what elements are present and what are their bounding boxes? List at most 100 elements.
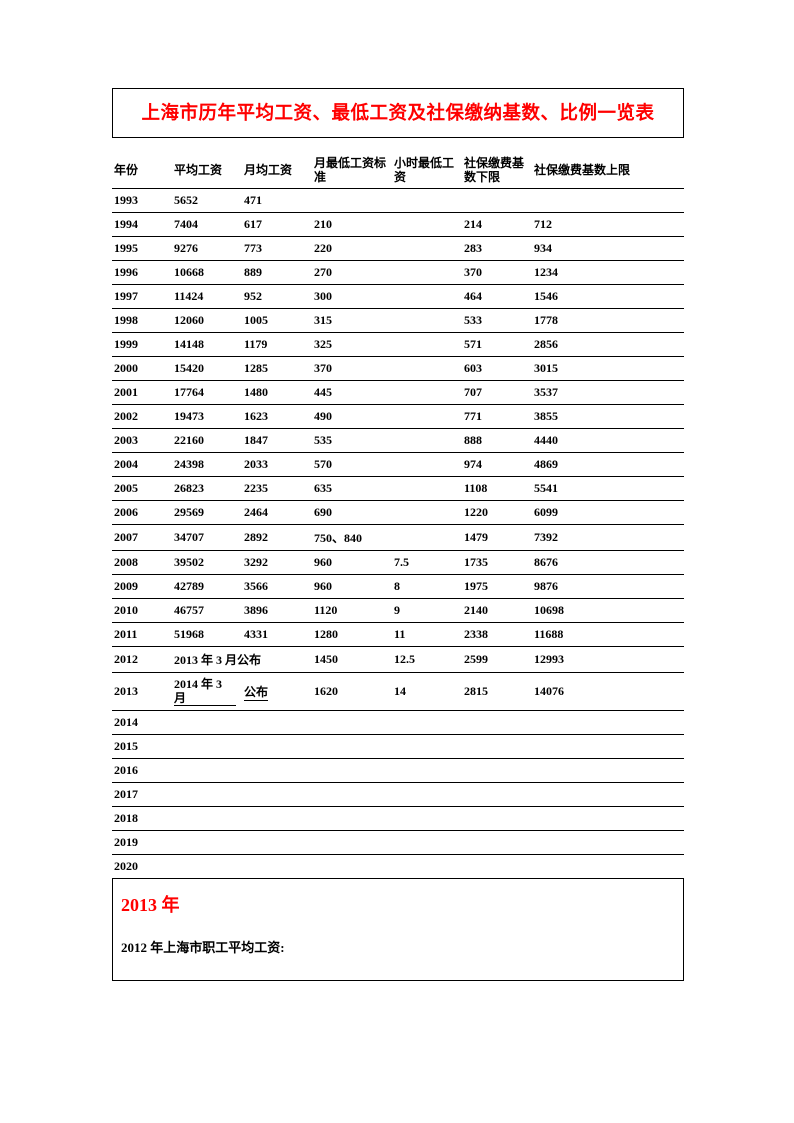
- table-cell: 889: [242, 261, 312, 285]
- table-row: 201046757389611209214010698: [112, 599, 684, 623]
- table-cell: 4331: [242, 623, 312, 647]
- table-cell: [312, 759, 392, 783]
- table-cell: 7392: [532, 525, 684, 551]
- table-cell: 2014: [112, 711, 172, 735]
- table-cell: [312, 735, 392, 759]
- table-cell: 10698: [532, 599, 684, 623]
- table-cell: [242, 855, 312, 879]
- table-cell: 370: [462, 261, 532, 285]
- table-cell: 2013 年 3 月公布: [172, 647, 312, 673]
- table-row: 19991414811793255712856: [112, 333, 684, 357]
- table-cell: 11424: [172, 285, 242, 309]
- table-cell: 2018: [112, 807, 172, 831]
- table-cell: 771: [462, 405, 532, 429]
- table-cell: 1280: [312, 623, 392, 647]
- table-row: 20001542012853706033015: [112, 357, 684, 381]
- table-cell: [462, 807, 532, 831]
- table-cell: 3566: [242, 575, 312, 599]
- table-cell: 315: [312, 309, 392, 333]
- table-cell: 2464: [242, 501, 312, 525]
- table-cell: 1005: [242, 309, 312, 333]
- table-cell: 1179: [242, 333, 312, 357]
- table-cell: [462, 711, 532, 735]
- table-row: 19947404617210214712: [112, 213, 684, 237]
- table-cell: 7404: [172, 213, 242, 237]
- col-mon: 月均工资: [242, 152, 312, 189]
- table-cell: 3896: [242, 599, 312, 623]
- table-cell: 2004: [112, 453, 172, 477]
- year-2013-heading: 2013 年: [121, 891, 675, 917]
- table-cell: [242, 807, 312, 831]
- table-cell: [392, 429, 462, 453]
- table-cell: 773: [242, 237, 312, 261]
- table-cell: 1996: [112, 261, 172, 285]
- table-cell: [172, 783, 242, 807]
- table-cell: 1995: [112, 237, 172, 261]
- table-cell: 220: [312, 237, 392, 261]
- table-cell: 19473: [172, 405, 242, 429]
- table-cell: 8676: [532, 551, 684, 575]
- col-avg: 平均工资: [172, 152, 242, 189]
- table-row: 200629569246469012206099: [112, 501, 684, 525]
- table-cell: 1620: [312, 673, 392, 711]
- table-cell: [392, 525, 462, 551]
- table-cell: 270: [312, 261, 392, 285]
- table-cell: 490: [312, 405, 392, 429]
- table-row: 2007347072892750、84014797392: [112, 525, 684, 551]
- table-cell: [392, 807, 462, 831]
- table-cell: [392, 405, 462, 429]
- table-cell: 635: [312, 477, 392, 501]
- table-row: 19935652471: [112, 189, 684, 213]
- table-cell: 2856: [532, 333, 684, 357]
- table-cell: 2815: [462, 673, 532, 711]
- table-cell: 42789: [172, 575, 242, 599]
- table-cell: 1778: [532, 309, 684, 333]
- table-row: 2020: [112, 855, 684, 879]
- table-cell: 974: [462, 453, 532, 477]
- table-cell: [532, 711, 684, 735]
- table-cell: [392, 855, 462, 879]
- table-cell: 1108: [462, 477, 532, 501]
- table-row: 19981206010053155331778: [112, 309, 684, 333]
- table-cell: 210: [312, 213, 392, 237]
- table-cell: 2005: [112, 477, 172, 501]
- table-cell: 2000: [112, 357, 172, 381]
- table-cell: [532, 189, 684, 213]
- table-cell: 6099: [532, 501, 684, 525]
- table-cell: 51968: [172, 623, 242, 647]
- table-cell: 888: [462, 429, 532, 453]
- table-cell: 1999: [112, 333, 172, 357]
- table-cell: 1450: [312, 647, 392, 673]
- col-year: 年份: [112, 152, 172, 189]
- table-cell: 1994: [112, 213, 172, 237]
- table-cell: 2016: [112, 759, 172, 783]
- table-header-row: 年份 平均工资 月均工资 月最低工资标准 小时最低工资 社保缴费基数下限 社保缴…: [112, 152, 684, 189]
- table-cell: [532, 735, 684, 759]
- table-cell: 2020: [112, 855, 172, 879]
- table-cell: 471: [242, 189, 312, 213]
- title-box: 上海市历年平均工资、最低工资及社保缴纳基数、比例一览表: [112, 88, 684, 138]
- table-cell: 300: [312, 285, 392, 309]
- table-cell: 2012: [112, 647, 172, 673]
- table-cell: 2007: [112, 525, 172, 551]
- table-cell: [392, 477, 462, 501]
- table-cell: [172, 759, 242, 783]
- table-cell: 2235: [242, 477, 312, 501]
- col-high: 社保缴费基数上限: [532, 152, 684, 189]
- table-cell: 1480: [242, 381, 312, 405]
- table-cell: [312, 189, 392, 213]
- table-cell: [312, 711, 392, 735]
- table-cell: 1120: [312, 599, 392, 623]
- table-cell: 9276: [172, 237, 242, 261]
- table-cell: 14076: [532, 673, 684, 711]
- table-row: 1997114249523004641546: [112, 285, 684, 309]
- avg-wage-2012-line: 2012 年上海市职工平均工资:: [121, 937, 675, 956]
- table-cell: 29569: [172, 501, 242, 525]
- table-cell: 707: [462, 381, 532, 405]
- table-cell: 14148: [172, 333, 242, 357]
- table-cell: [462, 189, 532, 213]
- table-cell: [242, 783, 312, 807]
- table-row: 200526823223563511085541: [112, 477, 684, 501]
- table-cell: 535: [312, 429, 392, 453]
- table-row: 2019: [112, 831, 684, 855]
